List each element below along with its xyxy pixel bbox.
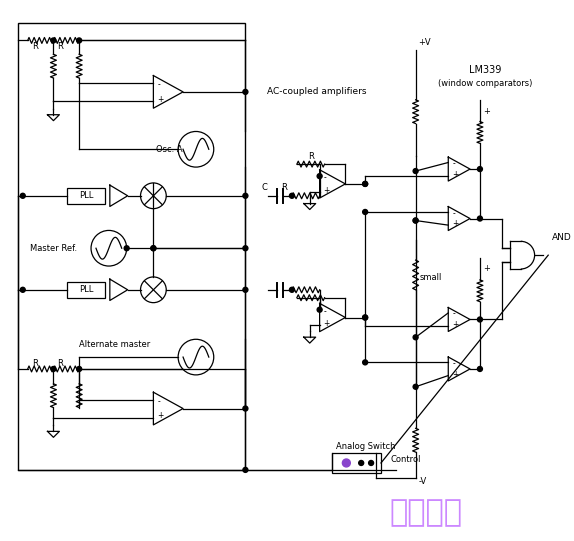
Circle shape — [363, 360, 367, 365]
Text: 茸湖电子: 茸湖电子 — [389, 498, 462, 527]
Bar — [18, 23, 246, 470]
Text: +V: +V — [418, 38, 431, 47]
Circle shape — [413, 384, 418, 389]
Circle shape — [243, 467, 248, 472]
Text: Control: Control — [391, 456, 421, 465]
Text: R: R — [57, 359, 63, 367]
Circle shape — [363, 181, 367, 187]
Bar — [67, 188, 105, 204]
Text: +: + — [324, 186, 330, 195]
Text: +: + — [452, 320, 459, 329]
Text: R: R — [32, 359, 37, 367]
Circle shape — [243, 287, 248, 292]
Text: +: + — [452, 370, 459, 379]
Text: -: - — [452, 359, 455, 368]
Text: Analog Switch: Analog Switch — [336, 441, 396, 451]
Circle shape — [77, 38, 82, 43]
Circle shape — [289, 287, 294, 292]
Text: +: + — [157, 411, 164, 420]
Text: small: small — [420, 273, 442, 282]
Circle shape — [51, 366, 56, 372]
Circle shape — [151, 246, 156, 250]
Circle shape — [317, 174, 322, 179]
Circle shape — [77, 366, 82, 372]
Text: -: - — [452, 159, 455, 168]
Circle shape — [363, 315, 367, 320]
Text: +: + — [483, 107, 490, 116]
Text: +: + — [483, 263, 490, 273]
Circle shape — [151, 246, 156, 250]
Text: AC-coupled amplifiers: AC-coupled amplifiers — [267, 88, 366, 96]
Circle shape — [20, 193, 25, 198]
Text: AND: AND — [552, 233, 572, 242]
Text: R: R — [57, 42, 63, 51]
Text: Master Ref.: Master Ref. — [30, 244, 77, 253]
Circle shape — [243, 89, 248, 94]
Text: -: - — [157, 80, 160, 89]
Text: PLL: PLL — [79, 192, 94, 200]
Circle shape — [478, 317, 482, 322]
Circle shape — [478, 167, 482, 171]
Text: -: - — [324, 173, 327, 182]
Text: +: + — [157, 95, 164, 104]
Circle shape — [124, 246, 129, 250]
Text: -: - — [452, 309, 455, 319]
Circle shape — [342, 459, 350, 467]
Text: +: + — [452, 220, 459, 228]
Circle shape — [413, 335, 418, 340]
Text: C: C — [261, 183, 267, 193]
Circle shape — [363, 315, 367, 320]
Circle shape — [413, 169, 418, 174]
Text: R: R — [281, 183, 287, 193]
Text: -: - — [324, 307, 327, 315]
Text: (window comparators): (window comparators) — [438, 80, 532, 89]
Circle shape — [51, 38, 56, 43]
Text: -: - — [452, 209, 455, 217]
Text: +: + — [324, 319, 330, 328]
Circle shape — [243, 193, 248, 198]
Circle shape — [243, 406, 248, 411]
Circle shape — [363, 181, 367, 187]
Text: LM339: LM339 — [469, 65, 501, 75]
Circle shape — [369, 460, 374, 465]
Circle shape — [478, 366, 482, 372]
Circle shape — [413, 218, 418, 223]
Text: Alternate master: Alternate master — [79, 340, 150, 349]
Circle shape — [478, 216, 482, 221]
Circle shape — [359, 460, 364, 465]
Circle shape — [413, 218, 418, 223]
Circle shape — [363, 209, 367, 214]
Circle shape — [243, 246, 248, 250]
Text: +: + — [452, 170, 459, 179]
Bar — [332, 453, 381, 473]
Circle shape — [317, 307, 322, 312]
Text: PLL: PLL — [79, 285, 94, 294]
Circle shape — [289, 193, 294, 198]
Text: Osc. A: Osc. A — [156, 145, 183, 154]
Text: -: - — [157, 397, 160, 406]
Text: R: R — [32, 42, 37, 51]
Text: R: R — [308, 151, 313, 161]
Text: -V: -V — [418, 477, 427, 486]
Bar — [67, 282, 105, 298]
Circle shape — [20, 287, 25, 292]
